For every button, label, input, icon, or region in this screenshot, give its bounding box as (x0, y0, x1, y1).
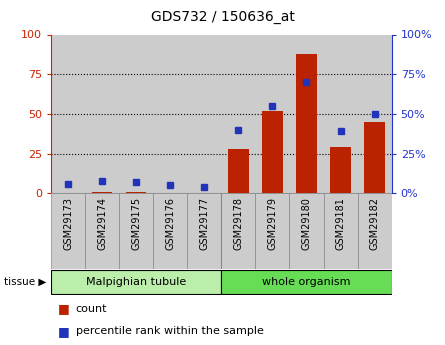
Bar (119, 193, 153, 269)
Text: count: count (76, 304, 107, 314)
Text: GSM29173: GSM29173 (63, 197, 73, 250)
Bar (119, 34, 154, 193)
Bar (187, 34, 222, 193)
Bar (262, 111, 283, 193)
Bar (153, 193, 187, 269)
Text: GSM29174: GSM29174 (97, 197, 107, 250)
Text: percentile rank within the sample: percentile rank within the sample (76, 326, 263, 336)
Bar (222, 270, 392, 294)
Text: ■: ■ (58, 302, 69, 315)
Text: GSM29176: GSM29176 (166, 197, 175, 250)
Text: GSM29175: GSM29175 (131, 197, 141, 250)
Bar (222, 34, 255, 193)
Text: ■: ■ (58, 325, 69, 338)
Bar (154, 34, 187, 193)
Bar (222, 193, 255, 269)
Bar (358, 193, 392, 269)
Bar (51, 34, 85, 193)
Bar (358, 34, 392, 193)
Text: GSM29180: GSM29180 (302, 197, 312, 250)
Bar (324, 34, 358, 193)
Bar (330, 147, 351, 193)
Text: GDS732 / 150636_at: GDS732 / 150636_at (150, 10, 295, 24)
Text: GSM29177: GSM29177 (199, 197, 209, 250)
Bar (255, 34, 290, 193)
Text: whole organism: whole organism (262, 277, 351, 287)
Bar (290, 34, 324, 193)
Bar (324, 193, 358, 269)
Bar (92, 191, 113, 193)
Bar (228, 149, 249, 193)
Bar (51, 193, 85, 269)
Bar (85, 193, 119, 269)
Bar (187, 193, 222, 269)
Text: tissue ▶: tissue ▶ (4, 277, 47, 287)
Bar (290, 193, 324, 269)
Bar (364, 122, 385, 193)
Bar (255, 193, 290, 269)
Bar (85, 34, 119, 193)
Text: Malpighian tubule: Malpighian tubule (86, 277, 186, 287)
Bar (296, 53, 317, 193)
Text: GSM29179: GSM29179 (267, 197, 277, 250)
Text: GSM29181: GSM29181 (336, 197, 345, 250)
Bar (126, 191, 146, 193)
Bar (51, 270, 222, 294)
Text: GSM29182: GSM29182 (370, 197, 380, 250)
Text: GSM29178: GSM29178 (234, 197, 243, 250)
